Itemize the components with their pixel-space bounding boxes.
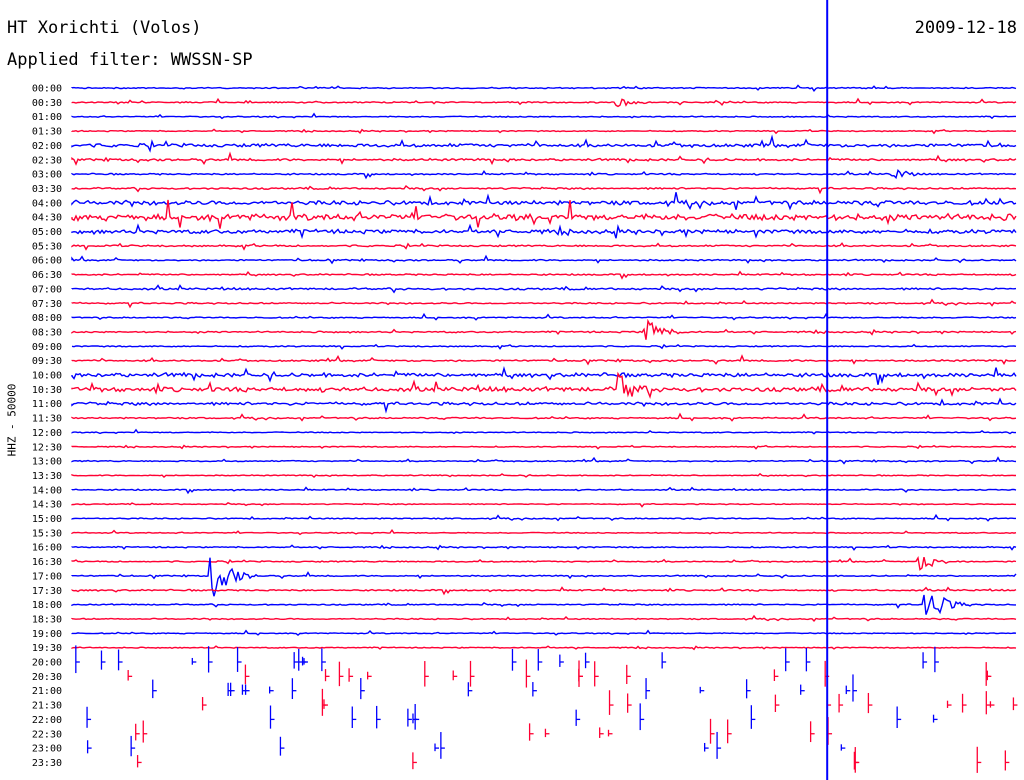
y-tick-label: 13:30: [32, 471, 62, 482]
y-tick-label: 15:30: [32, 528, 62, 539]
y-tick-label: 11:30: [32, 414, 62, 425]
trace-row: [71, 298, 1017, 309]
trace-row: [71, 312, 1017, 321]
trace-row: [71, 223, 1017, 240]
trace-row: [71, 242, 1017, 251]
y-tick-label: 00:30: [32, 98, 62, 109]
trace-row: [71, 318, 1017, 340]
y-tick-label: 21:00: [32, 686, 62, 697]
y-tick-label: 12:00: [32, 428, 62, 439]
trace-row: [71, 428, 1016, 435]
trace-row: [71, 84, 1017, 92]
trace-row: [71, 586, 1017, 596]
trace-row: [71, 528, 1017, 536]
trace-row: [71, 501, 1017, 508]
trace-row: [71, 412, 1017, 422]
y-tick-label: 03:30: [32, 184, 62, 195]
y-tick-label: 11:00: [32, 399, 62, 410]
trace-row: [71, 645, 1017, 651]
station-title: HT Xorichti (Volos): [7, 18, 202, 38]
y-tick-label: 15:00: [32, 514, 62, 525]
y-tick-label: 00:00: [32, 84, 62, 95]
trace-row: [71, 444, 1017, 450]
trace-row: [71, 614, 1017, 622]
y-tick-label: 21:30: [32, 701, 62, 712]
y-tick-label: 22:00: [32, 715, 62, 726]
trace-row: [71, 192, 1017, 211]
y-tick-label: 08:00: [32, 313, 62, 324]
trace-row: [71, 284, 1017, 294]
y-tick-label: 09:00: [32, 342, 62, 353]
y-tick-label: 16:00: [32, 543, 62, 554]
y-tick-label: 04:00: [32, 198, 62, 209]
trace-row: [71, 128, 1017, 135]
y-tick-label: 02:00: [32, 141, 62, 152]
y-tick-label: 05:00: [32, 227, 62, 238]
y-tick-label: 18:00: [32, 600, 62, 611]
trace-row: [71, 544, 1017, 551]
y-tick-label: 03:00: [32, 170, 62, 181]
y-tick-label: 17:30: [32, 586, 62, 597]
y-tick-label: 07:00: [32, 284, 62, 295]
trace-row: [71, 199, 1017, 229]
trace-row: [71, 513, 1016, 522]
date-label: 2009-12-18: [914, 18, 1017, 38]
y-tick-label: 10:30: [32, 385, 62, 396]
y-tick-label: 01:30: [32, 127, 62, 138]
y-tick-label: 20:30: [32, 672, 62, 683]
trace-row: [71, 486, 1017, 495]
y-tick-label: 09:30: [32, 356, 62, 367]
trace-row: [71, 397, 1017, 414]
trace-row: [71, 254, 1017, 265]
y-tick-label: 05:30: [32, 241, 62, 252]
filter-label: Applied filter: WWSSN-SP: [7, 50, 253, 70]
seismogram-traces: [71, 84, 1018, 773]
y-tick-label: 23:00: [32, 744, 62, 755]
trace-row: [71, 97, 1017, 108]
trace-row: [71, 184, 1017, 195]
y-tick-label: 06:30: [32, 270, 62, 281]
trace-row: [71, 594, 1016, 615]
y-tick-label: 01:00: [32, 112, 62, 123]
y-tick-label: 07:30: [32, 299, 62, 310]
y-tick-label: 04:30: [32, 213, 62, 224]
y-axis-ticks: 00:00 00:30 01:00 01:30 02:00 02:30 03:00 03:30…: [32, 84, 62, 769]
y-tick-label: 20:00: [32, 658, 62, 669]
y-tick-label: 18:30: [32, 614, 62, 625]
trace-row: [71, 169, 1017, 180]
y-tick-label: 22:30: [32, 729, 62, 740]
y-tick-label: 14:30: [32, 500, 62, 511]
trace-row: [71, 557, 1017, 597]
y-tick-label: 02:30: [32, 155, 62, 166]
y-tick-label: 12:30: [32, 442, 62, 453]
trace-row: [71, 371, 1017, 400]
trace-row: [71, 270, 1017, 280]
y-tick-label: 10:00: [32, 371, 62, 382]
trace-row: [71, 472, 1016, 479]
trace-row: [71, 629, 1017, 636]
trace-row: [71, 556, 1017, 571]
trace-row: [71, 112, 1016, 120]
y-tick-label: 17:00: [32, 571, 62, 582]
trace-row: [71, 151, 1017, 166]
y-tick-label: 19:00: [32, 629, 62, 640]
y-tick-label: 14:00: [32, 485, 62, 496]
trace-row: [71, 456, 1017, 465]
y-tick-label: 06:00: [32, 256, 62, 267]
y-tick-label: 19:30: [32, 643, 62, 654]
y-tick-label: 08:30: [32, 327, 62, 338]
y-tick-label: 16:30: [32, 557, 62, 568]
trace-row: [71, 134, 1017, 153]
y-tick-label: 23:30: [32, 758, 62, 769]
trace-row: [71, 354, 1017, 366]
trace-row: [71, 365, 1017, 385]
y-tick-label: 13:00: [32, 457, 62, 468]
trace-row: [71, 343, 1017, 350]
